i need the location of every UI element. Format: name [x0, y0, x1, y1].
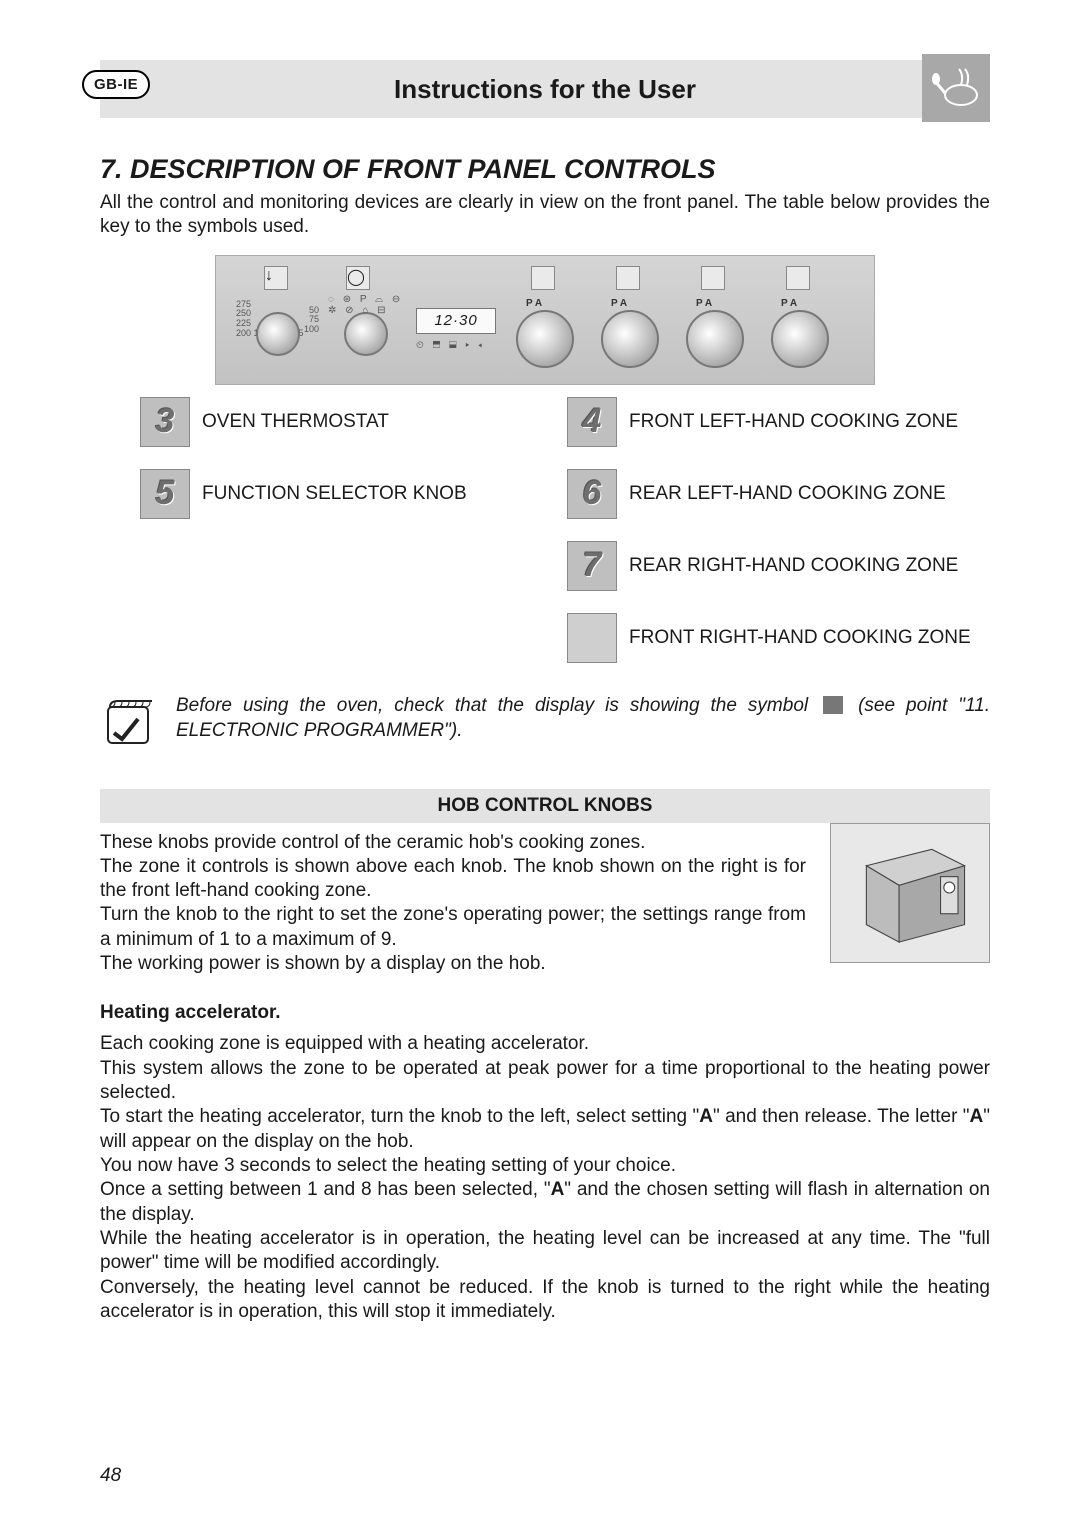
- hob-knob: [516, 310, 574, 368]
- hob-p4: The working power is shown by a display …: [100, 952, 806, 976]
- zone-indicator-icon: [701, 266, 725, 290]
- hob-knob: [771, 310, 829, 368]
- legend-item: 4 FRONT LEFT-HAND COOKING ZONE: [567, 397, 971, 447]
- legend-label: OVEN THERMOSTAT: [202, 411, 389, 433]
- legend-item: 7 REAR RIGHT-HAND COOKING ZONE: [567, 541, 971, 591]
- accel-p6: While the heating accelerator is in oper…: [100, 1227, 990, 1276]
- accel-body: Each cooking zone is equipped with a hea…: [100, 1032, 990, 1324]
- legend-label: REAR LEFT-HAND COOKING ZONE: [629, 483, 946, 505]
- clock-display: 12·30: [416, 308, 496, 334]
- hob-p2: The zone it controls is shown above each…: [100, 855, 806, 904]
- zone-indicator-icon: [531, 266, 555, 290]
- accel-p2: This system allows the zone to be operat…: [100, 1057, 990, 1106]
- legend-number: 7: [567, 541, 617, 591]
- selector-knob: [344, 312, 388, 356]
- legend-item: 6 REAR LEFT-HAND COOKING ZONE: [567, 469, 971, 519]
- legend-item: 3 OVEN THERMOSTAT: [140, 397, 535, 447]
- pa-label: P A: [781, 298, 797, 309]
- legend-item: FRONT RIGHT-HAND COOKING ZONE: [567, 613, 971, 663]
- accel-heading: Heating accelerator.: [100, 1002, 990, 1024]
- legend-label: FUNCTION SELECTOR KNOB: [202, 483, 467, 505]
- page-number: 48: [100, 1465, 121, 1487]
- hob-knob: [686, 310, 744, 368]
- cooking-icon: [922, 54, 990, 122]
- section-intro: All the control and monitoring devices a…: [100, 191, 990, 239]
- hob-section-title: HOB CONTROL KNOBS: [100, 789, 990, 823]
- legend-item: 5 FUNCTION SELECTOR KNOB: [140, 469, 535, 519]
- legend-label: REAR RIGHT-HAND COOKING ZONE: [629, 555, 958, 577]
- accel-p3: To start the heating accelerator, turn t…: [100, 1105, 990, 1154]
- locale-badge: GB-IE: [82, 70, 150, 99]
- header-band: GB-IE Instructions for the User: [100, 60, 990, 118]
- controls-legend: 3 OVEN THERMOSTAT 5 FUNCTION SELECTOR KN…: [100, 397, 990, 663]
- note-icon: [100, 693, 156, 749]
- accel-p1: Each cooking zone is equipped with a hea…: [100, 1032, 990, 1056]
- hob-text-block: These knobs provide control of the ceram…: [100, 831, 806, 977]
- hob-p3: Turn the knob to the right to set the zo…: [100, 903, 806, 952]
- hob-knob: [601, 310, 659, 368]
- indicator-icon: ↓: [264, 266, 288, 290]
- thermostat-scale: 5075100: [304, 306, 319, 336]
- pa-label: P A: [696, 298, 712, 309]
- function-icons: ◌ ⊛ P ⌓ ⊖✲ ⊘ ⌂ ⊟: [328, 294, 403, 316]
- page-title: Instructions for the User: [394, 74, 696, 105]
- legend-label: FRONT LEFT-HAND COOKING ZONE: [629, 411, 958, 433]
- legend-number: 4: [567, 397, 617, 447]
- note-pre: Before using the oven, check that the di…: [176, 695, 808, 716]
- pa-label: P A: [611, 298, 627, 309]
- note-row: Before using the oven, check that the di…: [100, 693, 990, 749]
- accel-p7: Conversely, the heating level cannot be …: [100, 1276, 990, 1325]
- accel-p5: Once a setting between 1 and 8 has been …: [100, 1178, 990, 1227]
- zone-indicator-icon: [786, 266, 810, 290]
- front-panel-diagram: ↓ ◯ 275250225200 175 150 125 5075100 ◌ ⊛…: [215, 255, 875, 385]
- note-text: Before using the oven, check that the di…: [176, 693, 990, 744]
- hob-p1: These knobs provide control of the ceram…: [100, 831, 806, 855]
- legend-number: [567, 613, 617, 663]
- pa-label: P A: [526, 298, 542, 309]
- thermostat-knob: [256, 312, 300, 356]
- legend-number: 6: [567, 469, 617, 519]
- zone-indicator-icon: [616, 266, 640, 290]
- section-heading: 7. DESCRIPTION OF FRONT PANEL CONTROLS: [100, 154, 990, 185]
- legend-number: 5: [140, 469, 190, 519]
- legend-label: FRONT RIGHT-HAND COOKING ZONE: [629, 627, 971, 649]
- accel-p4: You now have 3 seconds to select the hea…: [100, 1154, 990, 1178]
- programmer-icons: ⏲ ⬒ ⬓ ▸ ◂: [416, 340, 485, 351]
- cooker-illustration: [830, 823, 990, 963]
- indicator-icon: ◯: [346, 266, 370, 290]
- display-symbol-icon: [823, 696, 843, 714]
- legend-number: 3: [140, 397, 190, 447]
